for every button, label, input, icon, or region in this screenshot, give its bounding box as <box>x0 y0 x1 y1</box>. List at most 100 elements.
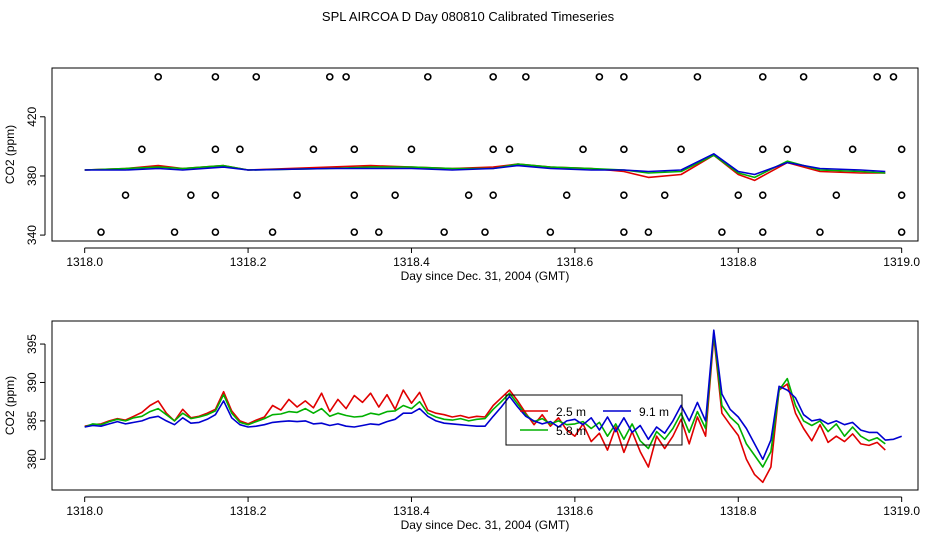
plot-frame <box>51 320 919 491</box>
calibration-point <box>424 73 432 81</box>
legend-label: 5.8 m <box>556 424 586 438</box>
calibration-point <box>170 228 179 236</box>
calibration-point <box>799 73 808 81</box>
calibration-point <box>758 73 767 81</box>
calibration-point <box>734 191 743 199</box>
y-tick-label: 380 <box>25 166 39 186</box>
calibration-point <box>546 228 555 236</box>
y-axis-label: CO2 (ppm) <box>3 376 17 435</box>
legend-label: 9.1 m <box>639 405 669 419</box>
y-tick-label: 385 <box>25 411 39 431</box>
x-tick-label: 1318.2 <box>230 255 267 269</box>
calibration-point <box>873 73 881 81</box>
legend: 2.5 m 9.1 m 5.8 m <box>505 394 683 446</box>
x-axis-label: Day since Dec. 31, 2004 (GMT) <box>401 518 570 532</box>
calibration-point <box>660 191 669 199</box>
calibration-point <box>268 228 277 236</box>
calibration-point <box>677 145 685 154</box>
calibration-point <box>252 73 261 81</box>
calibration-point <box>718 228 726 236</box>
calibration-point <box>522 73 530 81</box>
calibration-point <box>848 145 857 154</box>
calibration-point <box>693 73 702 81</box>
calibration-point <box>440 228 448 236</box>
calibration-point <box>579 145 587 154</box>
calibration-point <box>758 145 767 154</box>
calibration-point <box>407 145 416 154</box>
y-tick-label: 395 <box>25 334 39 354</box>
y-tick-label: 340 <box>25 225 39 245</box>
calibration-point <box>350 228 359 236</box>
x-tick-label: 1318.6 <box>557 504 594 518</box>
legend-entry: 9.1 m <box>603 405 669 419</box>
x-tick-label: 1319.0 <box>883 255 920 269</box>
calibration-point <box>121 191 130 199</box>
x-tick-label: 1318.4 <box>393 255 430 269</box>
calibration-point <box>464 191 473 199</box>
calibration-point <box>211 73 220 81</box>
x-tick-label: 1318.8 <box>720 504 757 518</box>
calibration-point <box>644 228 653 236</box>
calibration-point <box>595 73 604 81</box>
calibration-point <box>97 228 105 236</box>
calibration-point <box>783 145 792 154</box>
series-line-25m <box>84 335 886 484</box>
calibration-point <box>489 73 497 81</box>
calibration-point <box>236 145 244 154</box>
top-panel: 1318.0 1318.2 1318.4 1318.6 1318.8 1319.0 Day … <box>3 67 920 283</box>
plot-frame <box>51 67 919 242</box>
x-tick-label: 1318.0 <box>66 504 103 518</box>
x-axis-label: Day since Dec. 31, 2004 (GMT) <box>401 269 570 283</box>
series-line-58m <box>84 154 886 179</box>
y-axis-label: CO2 (ppm) <box>3 125 17 184</box>
chart-title: SPL AIRCOA D Day 080810 Calibrated Times… <box>321 9 615 24</box>
calibration-point <box>832 191 841 199</box>
calibration-point <box>897 191 906 199</box>
calibration-point <box>489 145 497 154</box>
calibration-point <box>211 228 220 236</box>
x-tick-label: 1318.2 <box>230 504 267 518</box>
x-tick-label: 1319.0 <box>883 504 920 518</box>
x-tick-label: 1318.0 <box>66 255 103 269</box>
series-line-91m <box>84 329 902 461</box>
calibration-point <box>620 73 628 81</box>
calibration-point <box>562 191 571 199</box>
calibration-point <box>154 73 163 81</box>
calibration-point <box>489 191 497 199</box>
calibration-point <box>620 191 628 199</box>
calibration-point <box>758 228 767 236</box>
calibration-point <box>293 191 301 199</box>
calibration-point <box>889 73 898 81</box>
calibration-point <box>816 228 824 236</box>
legend-entry: 5.8 m <box>520 424 586 438</box>
y-tick-label: 390 <box>25 372 39 392</box>
x-tick-label: 1318.4 <box>393 504 430 518</box>
y-tick-label: 420 <box>25 106 39 126</box>
calibration-point <box>391 191 399 199</box>
bottom-panel: 1318.0 1318.2 1318.4 1318.6 1318.8 1319.0 Day … <box>3 320 920 532</box>
calibration-point <box>758 191 767 199</box>
legend-entry: 2.5 m <box>520 405 586 419</box>
calibration-point <box>211 145 220 154</box>
calibration-point <box>138 145 146 154</box>
calibration-point <box>374 228 383 236</box>
calibration-point <box>897 145 906 154</box>
x-tick-label: 1318.8 <box>720 255 757 269</box>
calibration-point <box>481 228 489 236</box>
legend-box <box>505 394 683 446</box>
calibration-point <box>211 191 220 199</box>
calibration-point <box>350 145 359 154</box>
calibration-point <box>505 145 514 154</box>
calibration-point <box>350 191 359 199</box>
calibration-point <box>620 145 628 154</box>
series-line-58m <box>84 332 886 468</box>
calibration-point <box>309 145 318 154</box>
calibration-point <box>325 73 334 81</box>
calibration-point <box>342 73 350 81</box>
series-line-91m <box>84 153 886 176</box>
y-tick-label: 380 <box>25 449 39 469</box>
x-tick-label: 1318.6 <box>557 255 594 269</box>
legend-label: 2.5 m <box>556 405 586 419</box>
calibration-point <box>187 191 195 199</box>
